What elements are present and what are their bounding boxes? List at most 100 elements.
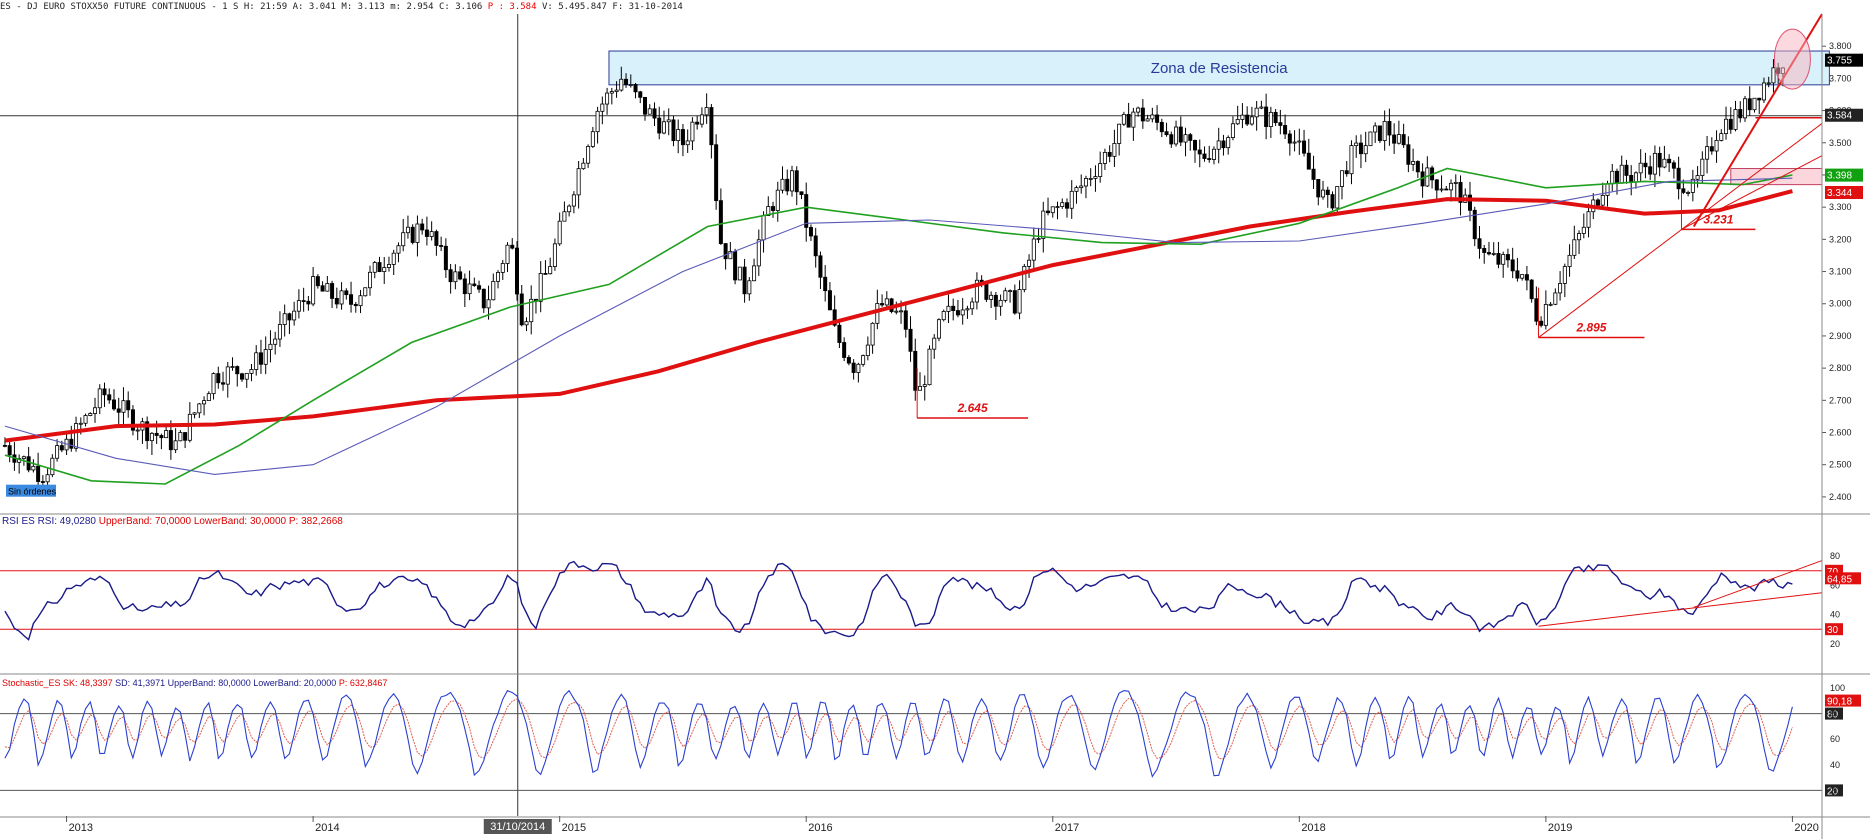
rsi-last-label: 64,85: [1827, 574, 1852, 585]
candle: [1581, 213, 1586, 239]
candle: [1117, 123, 1122, 156]
candle-body: [1444, 188, 1449, 191]
candle: [1083, 175, 1088, 199]
rsi-legend: RSI ES RSI: 49,0280 UpperBand: 70,0000 L…: [2, 516, 343, 527]
candle: [1164, 122, 1169, 137]
moving-average-line: [4, 189, 1793, 443]
candle: [258, 339, 263, 374]
candle-body: [486, 299, 491, 309]
candle-body: [249, 369, 254, 374]
candle: [420, 218, 425, 235]
candle-body: [1719, 133, 1724, 141]
candle-body: [913, 350, 918, 391]
candle: [1468, 181, 1473, 222]
candle-body: [1681, 188, 1686, 193]
candle-body: [1472, 209, 1477, 240]
candle-body: [699, 114, 704, 125]
candle: [619, 66, 624, 92]
candle-body: [40, 481, 45, 483]
candle: [1558, 271, 1563, 301]
candle: [140, 417, 145, 444]
candle-body: [453, 271, 458, 283]
candle-body: [733, 251, 738, 281]
candle: [624, 73, 629, 88]
rsi-tick-label: 60: [1830, 580, 1840, 590]
candle: [590, 126, 595, 148]
candle: [846, 355, 851, 366]
support-label: 2.895: [1575, 321, 1606, 335]
candle-body: [1358, 142, 1363, 155]
candle: [704, 93, 709, 124]
candle: [529, 285, 534, 335]
candle: [1259, 100, 1264, 110]
date-text: F: 31-10-2014: [612, 2, 683, 12]
candle: [595, 106, 600, 144]
candle: [249, 364, 254, 382]
y-tick-label: 2.400: [1829, 492, 1852, 502]
candle-body: [1268, 111, 1273, 127]
candle: [1316, 179, 1321, 206]
candle-body: [808, 227, 813, 237]
candle-body: [951, 305, 956, 311]
candle: [1430, 165, 1435, 189]
candle: [1553, 288, 1558, 306]
candle-body: [1724, 118, 1729, 134]
candle-body: [870, 322, 875, 346]
price-marker-label: 3.398: [1827, 171, 1852, 182]
candle: [974, 272, 979, 310]
candle: [1377, 125, 1382, 144]
candle: [1771, 59, 1776, 93]
candle-body: [1169, 134, 1174, 145]
candle: [600, 96, 605, 125]
candle-body: [410, 226, 415, 243]
candle: [230, 357, 235, 371]
candle-body: [984, 282, 989, 300]
candle: [1491, 242, 1496, 256]
rsi-band-label: 30: [1827, 625, 1839, 636]
candle: [368, 265, 373, 296]
candle-body: [1254, 107, 1259, 118]
rsi-trend-line: [1538, 592, 1823, 627]
candle: [1183, 127, 1188, 157]
candle-body: [1093, 176, 1098, 179]
candle: [1178, 116, 1183, 147]
candle-body: [254, 352, 259, 370]
candle: [581, 158, 586, 170]
candle: [339, 282, 344, 310]
candle-body: [1140, 107, 1145, 122]
candle: [1008, 289, 1013, 303]
candle-body: [1434, 179, 1439, 191]
candle: [107, 388, 112, 404]
candle-body: [1079, 185, 1084, 188]
candle-body: [865, 344, 870, 357]
candle: [913, 338, 918, 401]
candle: [239, 372, 244, 382]
candle: [804, 182, 809, 242]
candle: [652, 102, 657, 127]
candle-body: [1614, 170, 1619, 184]
candle: [538, 261, 543, 313]
candle: [1325, 186, 1330, 208]
candle-body: [1193, 140, 1198, 151]
candle-body: [936, 319, 941, 339]
candle-body: [766, 206, 771, 217]
candle-body: [576, 168, 581, 196]
candle-body: [1311, 168, 1316, 180]
candle: [1012, 284, 1017, 315]
candle: [870, 322, 875, 354]
candle-body: [1520, 274, 1525, 279]
candle: [439, 236, 444, 252]
candle: [334, 287, 339, 309]
candle-body: [685, 140, 690, 146]
candle-body: [827, 290, 832, 311]
candle: [268, 330, 273, 363]
candle-body: [1306, 152, 1311, 170]
candle: [903, 301, 908, 338]
candle-body: [600, 103, 605, 112]
candle-body: [932, 337, 937, 350]
candle: [605, 87, 610, 115]
candle-body: [1302, 140, 1307, 154]
candle-body: [1676, 167, 1681, 190]
candle-body: [1757, 97, 1762, 101]
